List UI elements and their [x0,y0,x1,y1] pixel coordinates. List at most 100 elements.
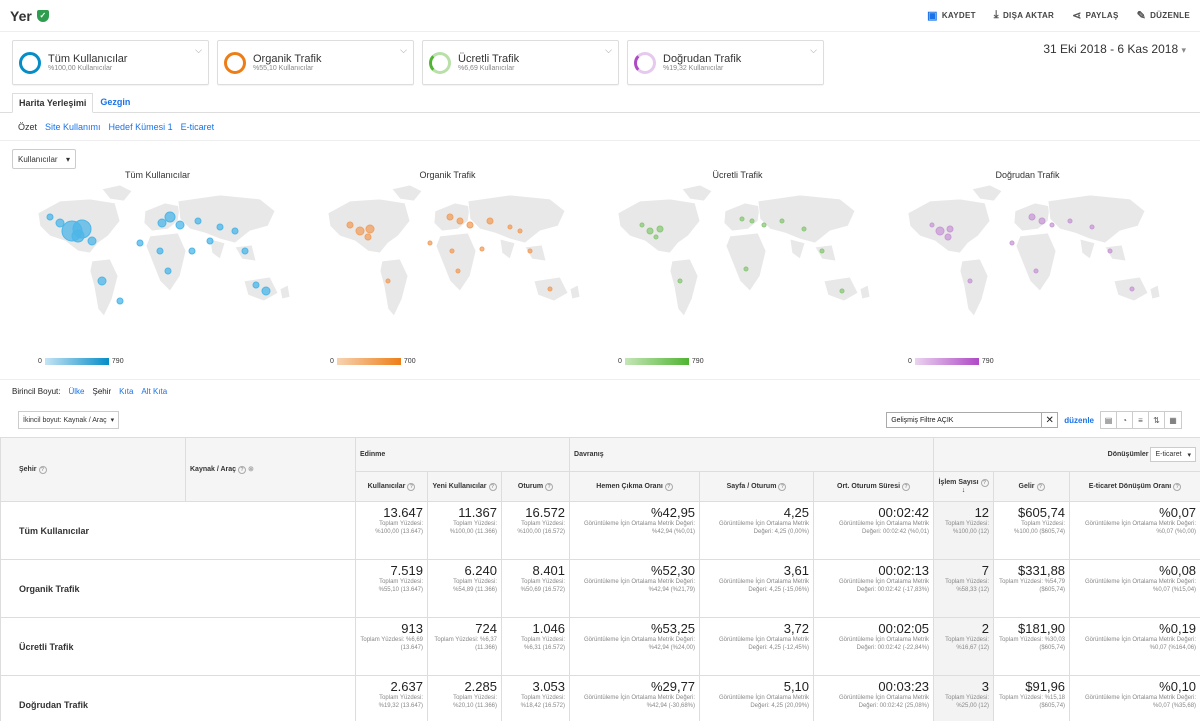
city-bubble[interactable] [656,225,664,233]
col-city-header[interactable]: Şehir? [0,437,186,502]
city-bubble[interactable] [479,246,485,252]
advanced-filter-field[interactable]: Gelişmiş Filtre AÇIK ✕ [886,412,1059,428]
city-bubble[interactable] [1009,240,1015,246]
city-bubble[interactable] [261,286,271,296]
city-bubble[interactable] [1028,213,1036,221]
help-icon[interactable]: ? [545,482,554,491]
city-bubble[interactable] [346,221,354,229]
city-bubble[interactable] [364,233,372,241]
col-bounce-rate[interactable]: Hemen Çıkma Oranı? [569,471,701,502]
city-bubble[interactable] [527,248,533,254]
city-bubble[interactable] [1049,222,1055,228]
city-bubble[interactable] [231,227,239,235]
secondary-dimension-select[interactable]: İkincil boyut: Kaynak / Araç ▾ [18,411,120,429]
col-revenue[interactable]: Gelir? [993,471,1071,502]
save-button[interactable]: ▣ KAYDET [927,9,976,22]
city-bubble[interactable] [194,217,202,225]
metric-select[interactable]: Kullanıcılar ▾ [12,149,76,169]
map-organic[interactable]: Organik Trafik 0 700 [310,169,585,369]
help-icon[interactable]: ? [38,465,47,474]
chevron-down-icon[interactable]: ⌵ [195,45,202,55]
subtab-ecommerce[interactable]: E-ticaret [180,121,215,132]
city-bubble[interactable] [175,220,185,230]
conversions-select[interactable]: E-ticaret ▾ [1150,447,1197,462]
city-bubble[interactable] [677,278,683,284]
help-icon[interactable]: ? [778,482,787,491]
col-pages-per-session[interactable]: Sayfa / Oturum? [699,471,815,502]
help-icon[interactable]: ? [980,479,989,487]
help-icon[interactable]: ? [902,482,911,491]
segment-paid[interactable]: Ücretli Trafik %6,69 Kullanıcılar ⌵ [422,40,619,85]
subtab-site-usage[interactable]: Site Kullanımı [45,121,101,132]
city-bubble[interactable] [156,247,164,255]
edit-filter-link[interactable]: düzenle [1064,415,1094,425]
city-bubble[interactable] [216,223,224,231]
city-bubble[interactable] [456,217,464,225]
city-bubble[interactable] [517,228,523,234]
tab-explorer[interactable]: Gezgin [100,97,131,107]
city-bubble[interactable] [967,278,973,284]
chevron-down-icon[interactable]: ⌵ [810,45,817,55]
city-bubble[interactable] [241,247,249,255]
city-bubble[interactable] [164,267,172,275]
map-direct[interactable]: Doğrudan Trafik 0 790 [890,169,1165,369]
tab-map-overlay[interactable]: Harita Yerleşimi [12,93,94,113]
city-bubble[interactable] [1129,286,1135,292]
city-bubble[interactable] [1107,248,1113,254]
subtab-goal-set[interactable]: Hedef Kümesi 1 [108,121,173,132]
city-bubble[interactable] [71,229,85,243]
col-users[interactable]: Kullanıcılar? [355,471,428,502]
city-bubble[interactable] [365,224,375,234]
city-bubble[interactable] [801,226,807,232]
city-bubble[interactable] [449,248,455,254]
city-bubble[interactable] [87,236,97,246]
close-icon[interactable]: ✕ [1041,413,1057,427]
city-bubble[interactable] [779,218,785,224]
city-bubble[interactable] [839,288,845,294]
segment-all-users[interactable]: Tüm Kullanıcılar %100,00 Kullanıcılar ⌵ [12,40,209,85]
city-bubble[interactable] [929,222,935,228]
help-icon[interactable]: ? [1036,482,1045,491]
help-icon[interactable]: ? [407,482,416,491]
city-bubble[interactable] [739,216,745,222]
city-bubble[interactable] [188,247,196,255]
col-source-header[interactable]: Kaynak / Araç? ⊗ [185,437,356,502]
city-bubble[interactable] [639,222,645,228]
dim-city[interactable]: Şehir [92,387,112,396]
city-bubble[interactable] [486,217,494,225]
table-view-icon[interactable]: ▤ [1101,412,1117,428]
city-bubble[interactable] [97,276,107,286]
close-icon[interactable]: ⊗ [248,466,254,473]
city-bubble[interactable] [646,227,654,235]
city-bubble[interactable] [1089,224,1095,230]
chevron-down-icon[interactable]: ⌵ [400,45,407,55]
map-all-users[interactable]: Tüm Kullanıcılar 0 790 [20,169,295,369]
date-range-picker[interactable]: 31 Eki 2018 - 6 Kas 2018 ▾ [1043,42,1186,56]
city-bubble[interactable] [136,239,144,247]
city-bubble[interactable] [355,226,365,236]
city-bubble[interactable] [164,211,176,223]
col-new-users[interactable]: Yeni Kullanıcılar? [427,471,502,502]
city-bubble[interactable] [1067,218,1073,224]
city-bubble[interactable] [547,286,553,292]
city-bubble[interactable] [46,213,54,221]
city-bubble[interactable] [116,297,124,305]
city-bubble[interactable] [55,218,65,228]
subtab-summary[interactable]: Özet [18,121,38,132]
city-bubble[interactable] [743,266,749,272]
help-icon[interactable]: ? [1173,482,1182,491]
dim-continent[interactable]: Kıta [119,387,134,396]
city-bubble[interactable] [935,226,945,236]
comparison-view-icon[interactable]: ⇅ [1149,412,1165,428]
city-bubble[interactable] [761,222,767,228]
dim-subcontinent[interactable]: Alt Kıta [141,387,168,396]
share-button[interactable]: ⋖ PAYLAŞ [1072,9,1118,22]
city-bubble[interactable] [946,225,954,233]
col-avg-session-duration[interactable]: Ort. Oturum Süresi? [813,471,935,502]
col-transactions[interactable]: İşlem Sayısı? ↓ [933,471,995,502]
city-bubble[interactable] [427,240,433,246]
city-bubble[interactable] [1033,268,1039,274]
export-button[interactable]: ⤓ DIŞA AKTAR [994,9,1054,22]
city-bubble[interactable] [252,281,260,289]
city-bubble[interactable] [507,224,513,230]
